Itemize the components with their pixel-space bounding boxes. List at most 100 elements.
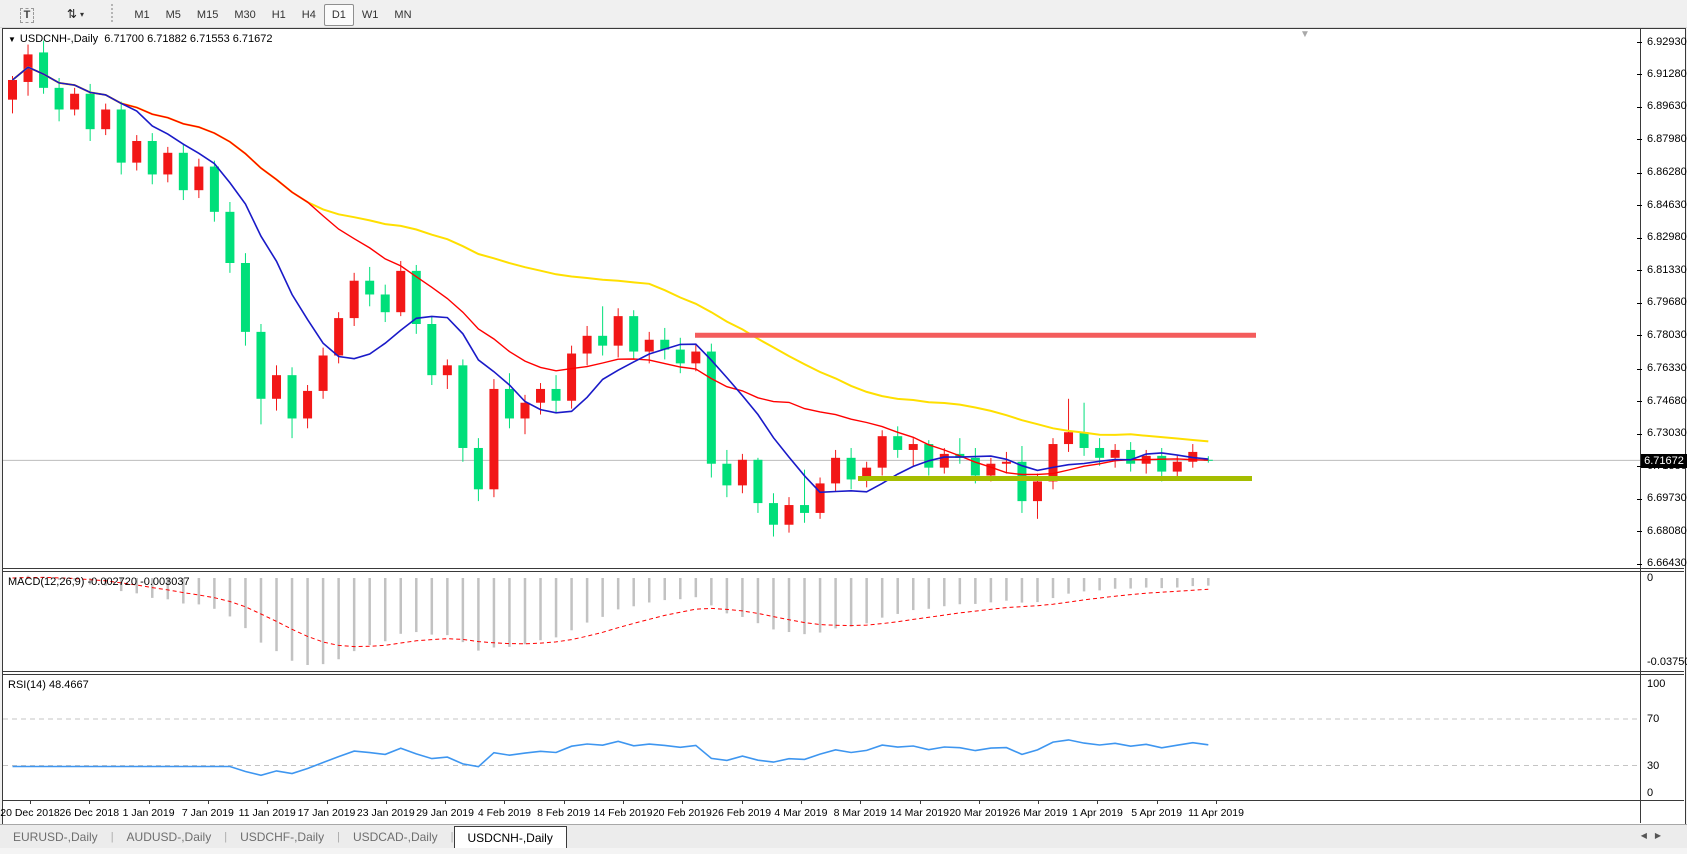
price-tick-label: 6.68080 xyxy=(1647,524,1687,537)
chart-tab-eurusd[interactable]: EURUSD-,Daily xyxy=(13,830,98,844)
macd-name: MACD(12,26,9) xyxy=(8,576,85,588)
date-tick-mark xyxy=(385,800,387,804)
text-tool-icon: T xyxy=(19,8,35,23)
timeframe-button-m5[interactable]: M5 xyxy=(165,9,181,21)
rsi-tick-label: 30 xyxy=(1647,759,1660,772)
date-tick-mark xyxy=(30,800,31,804)
tab-separator: | xyxy=(450,831,454,843)
tab-separator: | xyxy=(337,831,340,843)
rsi-tick-label: 100 xyxy=(1647,678,1666,690)
date-tick-label: 8 Feb 2019 xyxy=(537,807,591,819)
timeframe-button-d1[interactable]: D1 xyxy=(323,4,354,26)
date-tick-label: 14 Feb 2019 xyxy=(593,807,653,819)
price-tick-label: 6.79680 xyxy=(1647,296,1687,309)
price-tick-label: 6.87980 xyxy=(1647,132,1687,145)
price-tick-label: 6.69730 xyxy=(1647,492,1687,505)
tab-scroll-arrows[interactable]: ◀▶ xyxy=(1640,831,1669,840)
price-tick-label: 6.76330 xyxy=(1647,362,1687,375)
macd-panel-top-border xyxy=(2,571,1684,572)
timeframe-button-group: M1 M5 M15 M30 H1 H4 D1 W1 MN xyxy=(126,4,419,26)
date-tick-label: 26 Dec 2018 xyxy=(59,807,120,819)
date-tick-mark xyxy=(682,800,684,804)
price-tick-label: 6.84630 xyxy=(1647,198,1687,211)
date-tick-label: 4 Feb 2019 xyxy=(477,807,531,819)
symbol-tab-bar: EURUSD-,Daily | AUDUSD-,Daily | USDCHF-,Dail… xyxy=(0,824,1687,849)
price-tick-mark xyxy=(1637,106,1642,108)
arrange-charts-icon: ⇅ xyxy=(66,7,77,21)
price-tick-mark xyxy=(1637,74,1642,76)
timeframe-button-m15[interactable]: M15 xyxy=(196,9,219,21)
price-tick-mark xyxy=(1637,335,1642,337)
date-tick-mark xyxy=(148,800,150,804)
date-tick-mark xyxy=(445,800,447,804)
date-tick-mark xyxy=(326,800,328,804)
date-tick-mark xyxy=(1156,800,1158,804)
rsi-panel-top-border xyxy=(2,674,1684,675)
date-tick-label: 8 Mar 2019 xyxy=(833,807,887,819)
price-tick-label: 6.66430 xyxy=(1647,557,1687,569)
timeframe-button-h1[interactable]: H1 xyxy=(271,9,286,21)
timeframe-button-m1[interactable]: M1 xyxy=(134,9,150,21)
price-tick-mark xyxy=(1637,563,1642,565)
date-tick-label: 20 Dec 2018 xyxy=(0,807,60,819)
price-tick-label: 6.91280 xyxy=(1647,67,1687,80)
rsi-bottom-border xyxy=(2,800,1684,801)
price-tick-label: 6.81330 xyxy=(1647,263,1687,276)
date-tick-mark xyxy=(89,800,91,804)
price-tick-mark xyxy=(1637,42,1642,43)
timeframe-button-h4[interactable]: H4 xyxy=(301,9,316,21)
date-tick-mark xyxy=(860,800,862,804)
collapse-triangle-icon[interactable]: ▼ xyxy=(8,35,16,44)
price-tick-mark xyxy=(1637,498,1642,500)
date-tick-label: 26 Mar 2019 xyxy=(1008,807,1068,819)
date-tick-label: 20 Feb 2019 xyxy=(652,807,712,819)
date-tick-label: 1 Apr 2019 xyxy=(1071,807,1123,819)
timeframe-button-m30[interactable]: M30 xyxy=(234,9,256,21)
chart-tab-usdcad[interactable]: USDCAD-,Daily xyxy=(352,830,438,844)
rsi-label: RSI(14) 48.4667 xyxy=(8,679,89,691)
date-tick-mark xyxy=(1216,800,1217,804)
main-macd-splitter[interactable] xyxy=(2,568,1684,569)
status-strip xyxy=(0,848,1687,854)
arrange-charts-button[interactable]: ⇅ ▾ xyxy=(50,3,100,25)
price-tick-mark xyxy=(1637,401,1642,403)
price-tick-label: 6.82980 xyxy=(1647,231,1687,244)
date-tick-label: 1 Jan 2019 xyxy=(122,807,175,819)
price-tick-label: 6.73030 xyxy=(1647,427,1687,440)
date-tick-mark xyxy=(563,800,565,804)
price-tick-mark xyxy=(1637,237,1642,239)
price-tick-mark xyxy=(1637,368,1642,370)
rsi-tick-label: 70 xyxy=(1647,712,1660,725)
macd-scale-zero: 0 xyxy=(1647,572,1654,584)
date-tick-mark xyxy=(267,800,269,804)
date-tick-mark xyxy=(504,800,506,804)
date-tick-label: 23 Jan 2019 xyxy=(356,807,415,819)
date-tick-mark xyxy=(800,800,802,804)
chart-tab-usdchf[interactable]: USDCHF-,Daily xyxy=(240,830,325,844)
text-tool-button[interactable]: T xyxy=(8,5,46,27)
date-tick-label: 7 Jan 2019 xyxy=(181,807,234,819)
date-tick-label: 20 Mar 2019 xyxy=(949,807,1009,819)
price-tick-mark xyxy=(1637,270,1642,272)
timeframe-button-w1[interactable]: W1 xyxy=(361,9,379,21)
date-tick-mark xyxy=(1097,800,1099,804)
chart-tab-audusd[interactable]: AUDUSD-,Daily xyxy=(126,830,212,844)
price-tick-label: 6.78030 xyxy=(1647,328,1687,341)
date-tick-mark xyxy=(978,800,980,804)
chart-tab-usdcnh[interactable]: USDCNH-,Daily xyxy=(453,826,567,849)
date-tick-mark xyxy=(919,800,921,804)
macd-scale-min: -0.037508 xyxy=(1647,656,1687,668)
macd-rsi-splitter[interactable] xyxy=(2,671,1684,672)
rsi-tick-label: 0 xyxy=(1647,787,1654,799)
price-tick-label: 6.86280 xyxy=(1647,166,1687,179)
date-tick-mark xyxy=(207,800,209,804)
toolbar-grip[interactable] xyxy=(110,4,116,22)
timeframe-button-mn[interactable]: MN xyxy=(394,9,412,21)
price-tick-mark xyxy=(1637,205,1642,207)
tab-separator: | xyxy=(110,831,114,843)
date-tick-label: 4 Mar 2019 xyxy=(774,807,828,819)
current-price-tag: 6.71672 xyxy=(1641,454,1687,468)
price-axis-line[interactable] xyxy=(1640,28,1641,823)
chart-shift-marker-icon[interactable]: ▼ xyxy=(1300,29,1310,40)
symbol-period-label: USDCNH-,Daily xyxy=(19,33,99,45)
